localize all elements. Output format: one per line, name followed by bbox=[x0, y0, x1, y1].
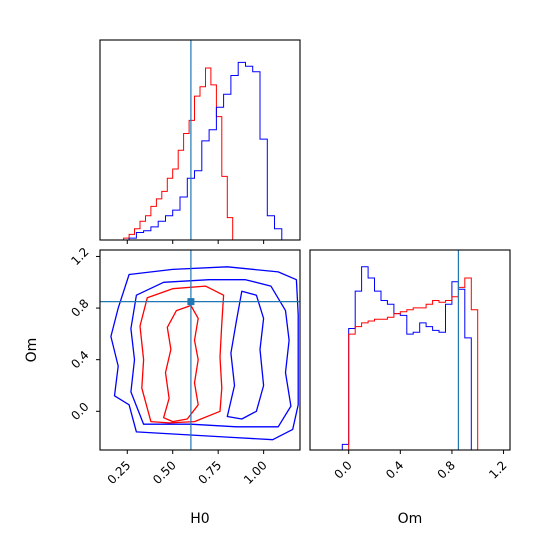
panel-frame bbox=[99, 39, 301, 241]
contour-blue-inner bbox=[226, 290, 265, 420]
axis-labels: H0 Om Om bbox=[24, 338, 422, 527]
x-axis-label-h0: H0 bbox=[190, 511, 209, 527]
x-tick-label: 0.8 bbox=[435, 458, 458, 481]
histogram-blue-series bbox=[341, 266, 478, 451]
panel-frame bbox=[99, 249, 301, 451]
contour-red-outer bbox=[139, 285, 225, 424]
panel-frame bbox=[309, 249, 511, 451]
contour-blue-outer bbox=[130, 279, 292, 428]
x-tick-label: 0.50 bbox=[150, 458, 179, 487]
y-tick-label: 1.2 bbox=[68, 245, 91, 268]
x-tick-label: 0.75 bbox=[196, 458, 225, 487]
x-tick-label: 1.00 bbox=[241, 458, 270, 487]
x-tick-label: 0.4 bbox=[383, 458, 406, 481]
histogram-red-series bbox=[123, 67, 239, 241]
contour-group bbox=[110, 266, 299, 441]
histogram-blue-series bbox=[128, 61, 283, 240]
y-axis-label-om: Om bbox=[24, 338, 40, 363]
contour-red-inner bbox=[162, 304, 199, 423]
x-tick-label: 0.25 bbox=[105, 458, 134, 487]
x-tick-label: 1.2 bbox=[486, 458, 509, 481]
x-tick-label: 0.0 bbox=[331, 458, 354, 481]
contour-blue-outermost bbox=[110, 266, 299, 441]
y-tick-label: 0.8 bbox=[68, 296, 91, 319]
h0-histogram-panel bbox=[99, 39, 301, 244]
h0-om-contour-panel: 0.25 0.50 0.75 1.00 0.0 0.4 0.8 1.2 bbox=[68, 245, 301, 487]
truth-marker bbox=[187, 298, 195, 306]
y-tick-label: 0.4 bbox=[68, 348, 91, 371]
y-tick-label: 0.0 bbox=[68, 400, 91, 423]
x-axis-label-om: Om bbox=[398, 511, 423, 527]
om-histogram-panel: 0.0 0.4 0.8 1.2 bbox=[309, 249, 511, 482]
